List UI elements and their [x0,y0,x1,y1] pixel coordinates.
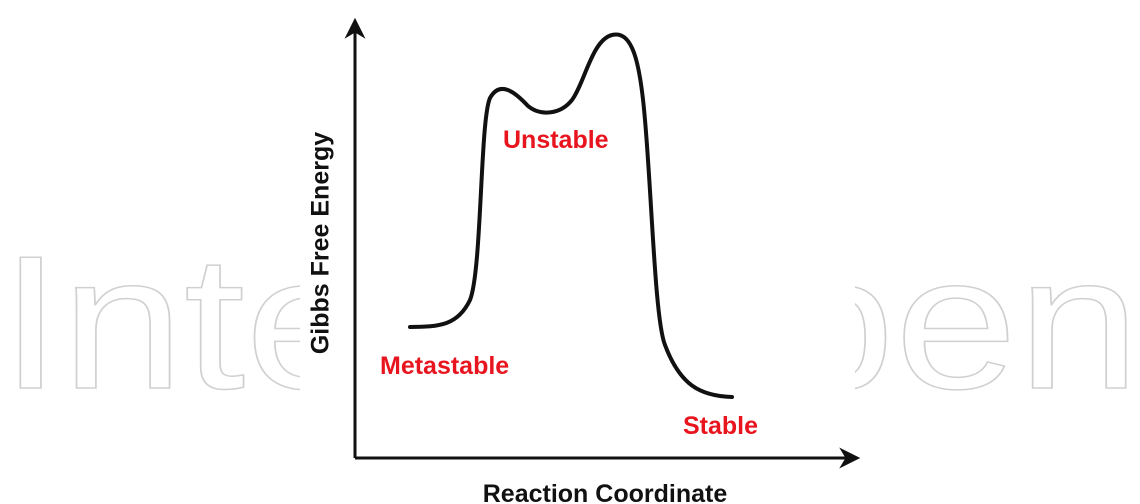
stable-label: Stable [683,412,758,440]
unstable-label: Unstable [503,126,609,154]
y-axis-label: Gibbs Free Energy [307,132,335,354]
metastable-label: Metastable [380,352,509,380]
energy-curve [408,32,734,399]
watermark-mask [300,0,855,504]
x-axis-label: Reaction Coordinate [483,480,728,504]
